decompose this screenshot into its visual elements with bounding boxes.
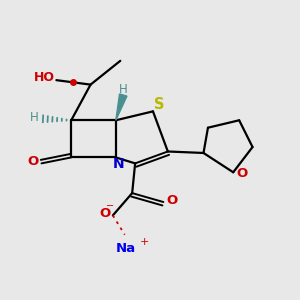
Text: HO: HO [34,71,55,84]
Text: H: H [30,111,38,124]
Polygon shape [116,94,127,120]
Text: N: N [113,157,124,171]
Text: O: O [167,194,178,207]
Text: Na: Na [116,242,136,255]
Text: O: O [236,167,247,180]
Text: +: + [140,237,149,247]
Text: O: O [99,207,110,220]
Text: H: H [119,82,128,96]
Text: −: − [106,202,114,212]
Text: S: S [154,97,165,112]
Text: O: O [28,155,39,168]
